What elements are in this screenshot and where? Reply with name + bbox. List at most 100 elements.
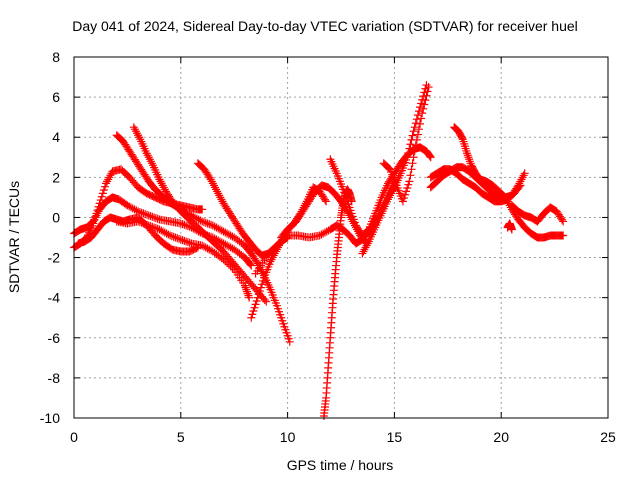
data-point [199, 218, 208, 227]
x-tick-label: 5 [177, 429, 185, 445]
data-point [176, 235, 185, 244]
data-point [217, 226, 226, 235]
data-point [100, 182, 109, 191]
data-point [185, 238, 194, 247]
data-point [99, 186, 108, 195]
data-point [214, 189, 223, 198]
data-point [171, 233, 180, 242]
data-point [383, 195, 392, 204]
data-point [203, 219, 212, 228]
data-point [514, 181, 523, 190]
data-point [298, 205, 307, 214]
data-point [409, 127, 418, 136]
data-point [362, 241, 371, 250]
data-point [144, 153, 153, 162]
data-point [411, 119, 420, 128]
data-point [265, 249, 274, 258]
data-point [315, 231, 324, 240]
data-point [407, 165, 416, 174]
data-point [198, 241, 207, 250]
data-point [155, 225, 164, 234]
data-point [414, 125, 423, 134]
data-point [411, 141, 420, 150]
data-point [146, 157, 155, 166]
data-point [215, 225, 224, 234]
data-point [559, 231, 568, 240]
data-point [89, 217, 98, 226]
data-point [201, 243, 210, 252]
data-point [205, 220, 214, 229]
data-point [156, 177, 165, 186]
data-point [402, 187, 411, 196]
data-point [148, 222, 157, 231]
data-point [465, 157, 474, 166]
series-track-14 [379, 83, 433, 206]
data-point [224, 242, 233, 251]
data-point [201, 218, 210, 227]
data-point [465, 155, 474, 164]
data-point [206, 175, 215, 184]
data-point [180, 220, 189, 229]
chart-title: Day 041 of 2024, Sidereal Day-to-day VTE… [72, 18, 578, 34]
data-point [105, 173, 114, 182]
y-axis-label: SDTVAR / TECUs [6, 181, 22, 293]
data-point [387, 189, 396, 198]
data-point [249, 307, 258, 316]
data-point [182, 221, 191, 230]
data-point [147, 159, 156, 168]
data-point [207, 220, 216, 229]
data-point [426, 153, 435, 162]
data-point [322, 227, 331, 236]
data-point [404, 148, 413, 157]
data-point [248, 310, 257, 319]
data-point [240, 281, 249, 290]
data-point [404, 180, 413, 189]
data-point [130, 125, 139, 134]
data-point [144, 221, 153, 230]
data-point [255, 286, 264, 295]
data-point [151, 224, 160, 233]
data-point [300, 201, 309, 210]
data-point [183, 222, 192, 231]
data-point [559, 217, 568, 226]
data-point [226, 231, 235, 240]
data-point [388, 187, 397, 196]
data-point [243, 287, 252, 296]
data-point [93, 209, 102, 218]
data-point [91, 213, 100, 222]
data-point [386, 191, 395, 200]
data-point [406, 140, 415, 149]
data-point [417, 114, 426, 123]
data-point [360, 245, 369, 254]
y-tick-label: -6 [48, 330, 61, 346]
data-point [160, 228, 169, 237]
data-point [178, 220, 187, 229]
data-point [157, 179, 166, 188]
data-point [226, 262, 235, 271]
x-tick-label: 15 [387, 429, 403, 445]
data-point [241, 283, 250, 292]
data-point [256, 283, 265, 292]
data-point [146, 222, 155, 231]
series-track-12 [326, 143, 435, 240]
data-point [210, 183, 219, 192]
data-point [501, 193, 510, 202]
data-point [389, 185, 398, 194]
series-track-19 [507, 201, 568, 226]
data-point [166, 231, 175, 240]
data-point [297, 207, 306, 216]
data-point [496, 194, 505, 203]
data-point [153, 224, 162, 233]
data-point [212, 223, 221, 232]
data-point [245, 293, 254, 302]
data-point [90, 215, 99, 224]
data-point [422, 91, 431, 100]
data-point [272, 241, 281, 250]
data-point [405, 144, 414, 153]
data-point [208, 221, 217, 230]
data-point [176, 219, 185, 228]
x-tick-label: 25 [600, 429, 616, 445]
data-point [146, 212, 155, 221]
data-point [262, 253, 271, 262]
y-tick-labels: -10 -8 -6 -4 -2 0 2 4 6 8 [40, 49, 60, 426]
